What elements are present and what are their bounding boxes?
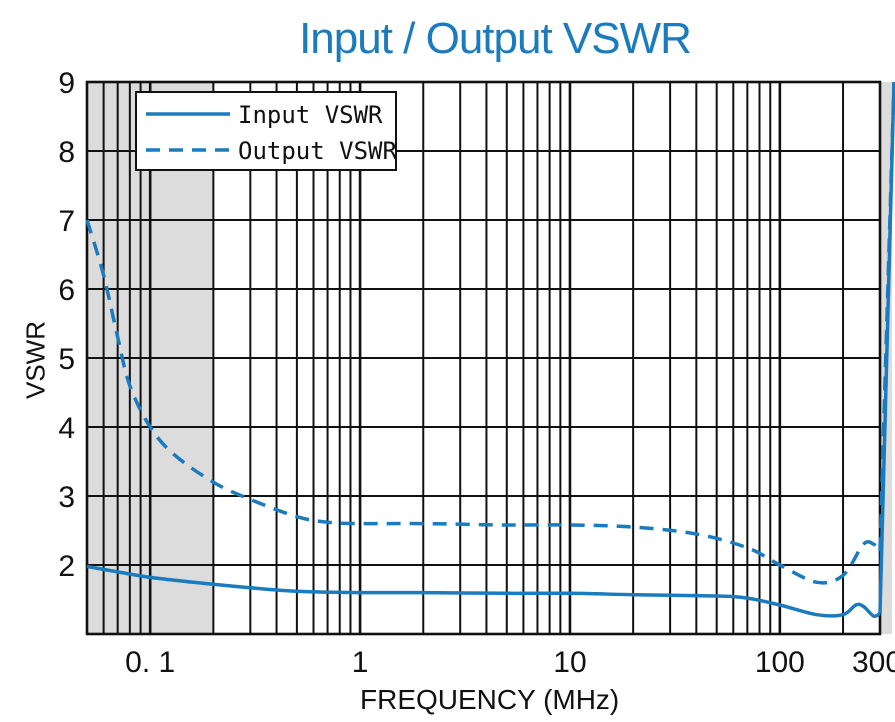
- legend: Input VSWR Output VSWR: [135, 91, 397, 171]
- x-tick-label: 0. 1: [125, 646, 175, 679]
- series-edge-output-vswr: [878, 81, 895, 552]
- x-tick-label: 1: [352, 646, 369, 679]
- tick-labels: 2 3 4 5 6 7 8 9 0. 1 1 10 100 300: [58, 67, 895, 679]
- grid-lines: [85, 80, 882, 636]
- x-tick-label: 100: [755, 646, 805, 679]
- x-axis-label: FREQUENCY (MHz): [360, 684, 620, 715]
- x-tick-label: 300: [852, 646, 895, 679]
- y-tick-label: 9: [58, 67, 75, 100]
- plot-frame: [85, 80, 882, 636]
- y-tick-label: 6: [58, 274, 75, 307]
- y-tick-label: 8: [58, 136, 75, 169]
- chart-title: Input / Output VSWR: [299, 14, 692, 63]
- y-tick-label: 2: [58, 550, 75, 583]
- y-tick-label: 3: [58, 481, 75, 514]
- y-tick-label: 7: [58, 205, 75, 238]
- y-tick-label: 5: [58, 343, 75, 376]
- legend-label: Output VSWR: [238, 137, 397, 165]
- data-series: [85, 81, 895, 619]
- legend-box: [135, 91, 397, 171]
- series-line-output-vswr: [85, 219, 882, 585]
- x-tick-label: 10: [553, 646, 586, 679]
- series-line-input-vswr: [86, 564, 881, 619]
- legend-label: Input VSWR: [238, 101, 383, 129]
- y-tick-label: 4: [58, 412, 75, 445]
